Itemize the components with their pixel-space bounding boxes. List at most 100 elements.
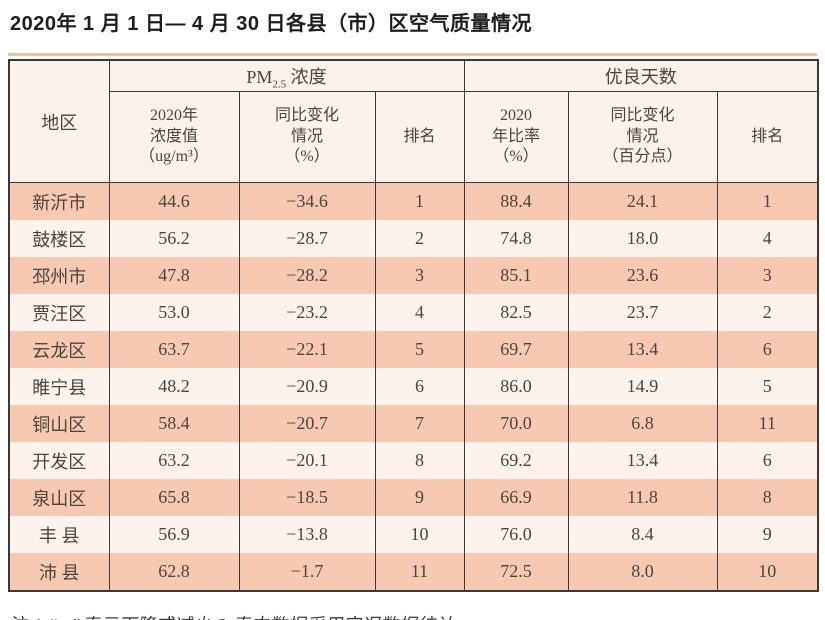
cell-days-rank: 8 <box>716 479 819 516</box>
cell-days-rank: 10 <box>716 553 819 591</box>
table-row: 铜山区 58.4 −20.7 7 70.0 6.8 11 <box>8 405 819 442</box>
cell-pm-value: 58.4 <box>108 405 240 442</box>
table-row: 贾汪区 53.0 −23.2 4 82.5 23.7 2 <box>8 294 819 331</box>
cell-pm-change: −28.2 <box>238 257 376 294</box>
cell-region: 邳州市 <box>8 257 110 294</box>
cell-region: 泉山区 <box>8 479 110 516</box>
col-header-pm-value: 2020年 浓度值 （ug/m³） <box>108 91 240 183</box>
group-header-good-days: 优良天数 <box>463 59 819 92</box>
table-row: 新沂市 44.6 −34.6 1 88.4 24.1 1 <box>8 182 819 220</box>
col-header-pm-rank: 排名 <box>374 91 465 183</box>
sub-header-row: 2020年 浓度值 （ug/m³） 同比变化 情况 （%） 排名 2020 年比… <box>9 91 819 183</box>
cell-pm-rank: 5 <box>374 331 465 368</box>
cell-region: 睢宁县 <box>8 368 110 405</box>
cell-days-change: 13.4 <box>567 331 718 368</box>
cell-pm-value: 56.2 <box>108 220 240 257</box>
cell-region: 鼓楼区 <box>8 220 110 257</box>
cell-pm-value: 47.8 <box>108 257 240 294</box>
cell-pm-value: 48.2 <box>108 368 240 405</box>
cell-region: 贾汪区 <box>8 294 110 331</box>
cell-days-rank: 1 <box>716 182 819 220</box>
cell-pm-value: 65.8 <box>108 479 240 516</box>
col-header-days-change: 同比变化 情况 （百分点） <box>567 91 718 183</box>
table-header: 地区 PM2.5 浓度 优良天数 2020年 浓度值 （ug/m³） 同比变化 … <box>8 59 819 183</box>
cell-pm-rank: 2 <box>374 220 465 257</box>
cell-pm-change: −28.7 <box>238 220 376 257</box>
table-row: 开发区 63.2 −20.1 8 69.2 13.4 6 <box>8 442 819 479</box>
cell-region: 云龙区 <box>8 331 110 368</box>
table-row: 鼓楼区 56.2 −28.7 2 74.8 18.0 4 <box>8 220 819 257</box>
cell-days-rank: 9 <box>716 516 819 553</box>
col-header-days-rate: 2020 年比率 （%） <box>463 91 569 183</box>
cell-pm-rank: 7 <box>374 405 465 442</box>
cell-days-change: 23.6 <box>567 257 718 294</box>
cell-days-change: 8.0 <box>567 553 718 591</box>
cell-days-rate: 69.7 <box>463 331 569 368</box>
cell-pm-value: 56.9 <box>108 516 240 553</box>
cell-pm-change: −13.8 <box>238 516 376 553</box>
table-row: 邳州市 47.8 −28.2 3 85.1 23.6 3 <box>8 257 819 294</box>
cell-region: 新沂市 <box>8 182 110 220</box>
cell-days-rank: 3 <box>716 257 819 294</box>
table-body: 新沂市 44.6 −34.6 1 88.4 24.1 1 鼓楼区 56.2 −28.7 2 74.8 1… <box>8 182 819 591</box>
col-header-region: 地区 <box>8 59 110 183</box>
cell-pm-rank: 10 <box>374 516 465 553</box>
cell-days-rate: 76.0 <box>463 516 569 553</box>
cell-days-rank: 6 <box>716 442 819 479</box>
cell-region: 铜山区 <box>8 405 110 442</box>
cell-pm-change: −34.6 <box>238 182 376 220</box>
cell-days-rank: 5 <box>716 368 819 405</box>
cell-pm-change: −22.1 <box>238 331 376 368</box>
cell-region: 沛 县 <box>8 553 110 591</box>
cell-days-change: 6.8 <box>567 405 718 442</box>
pm25-prefix: PM <box>246 67 273 87</box>
table-row: 泉山区 65.8 −18.5 9 66.9 11.8 8 <box>8 479 819 516</box>
cell-region: 开发区 <box>8 442 110 479</box>
cell-days-rate: 86.0 <box>463 368 569 405</box>
cell-pm-value: 44.6 <box>108 182 240 220</box>
cell-days-rate: 74.8 <box>463 220 569 257</box>
cell-pm-change: −20.7 <box>238 405 376 442</box>
cell-pm-rank: 8 <box>374 442 465 479</box>
cell-days-rank: 11 <box>716 405 819 442</box>
cell-pm-rank: 9 <box>374 479 465 516</box>
cell-pm-rank: 3 <box>374 257 465 294</box>
table-row: 沛 县 62.8 −1.7 11 72.5 8.0 10 <box>8 553 819 591</box>
cell-pm-change: −1.7 <box>238 553 376 591</box>
cell-pm-rank: 11 <box>374 553 465 591</box>
page-title: 2020年 1 月 1 日— 4 月 30 日各县（市）区空气质量情况 <box>10 13 533 35</box>
cell-days-change: 24.1 <box>567 182 718 220</box>
col-header-days-rank: 排名 <box>716 91 819 183</box>
table-top-accent-line <box>8 53 817 56</box>
cell-days-change: 13.4 <box>567 442 718 479</box>
pm25-suffix: 浓度 <box>286 67 327 87</box>
cell-pm-value: 63.2 <box>108 442 240 479</box>
cell-days-rank: 6 <box>716 331 819 368</box>
cell-days-change: 11.8 <box>567 479 718 516</box>
cell-days-rate: 88.4 <box>463 182 569 220</box>
cell-pm-rank: 1 <box>374 182 465 220</box>
cell-pm-change: −18.5 <box>238 479 376 516</box>
footnote: 注:1.“−”表示下降或减少;2.表中数据采用实况数据统计。 <box>8 611 825 620</box>
table-row: 丰 县 56.9 −13.8 10 76.0 8.4 9 <box>8 516 819 553</box>
cell-pm-value: 53.0 <box>108 294 240 331</box>
cell-days-rate: 66.9 <box>463 479 569 516</box>
cell-days-change: 14.9 <box>567 368 718 405</box>
cell-region: 丰 县 <box>8 516 110 553</box>
cell-pm-value: 63.7 <box>108 331 240 368</box>
cell-pm-change: −20.1 <box>238 442 376 479</box>
cell-pm-change: −20.9 <box>238 368 376 405</box>
cell-days-rate: 85.1 <box>463 257 569 294</box>
cell-days-rate: 82.5 <box>463 294 569 331</box>
cell-pm-change: −23.2 <box>238 294 376 331</box>
air-quality-table: 地区 PM2.5 浓度 优良天数 2020年 浓度值 （ug/m³） 同比变化 … <box>8 59 820 592</box>
cell-pm-rank: 4 <box>374 294 465 331</box>
cell-days-change: 18.0 <box>567 220 718 257</box>
col-header-pm-change: 同比变化 情况 （%） <box>238 91 376 183</box>
cell-days-change: 8.4 <box>567 516 718 553</box>
group-header-row: 地区 PM2.5 浓度 优良天数 <box>8 59 819 183</box>
pm25-subscript: 2.5 <box>272 78 287 91</box>
cell-days-rate: 69.2 <box>463 442 569 479</box>
table-row: 睢宁县 48.2 −20.9 6 86.0 14.9 5 <box>8 368 819 405</box>
